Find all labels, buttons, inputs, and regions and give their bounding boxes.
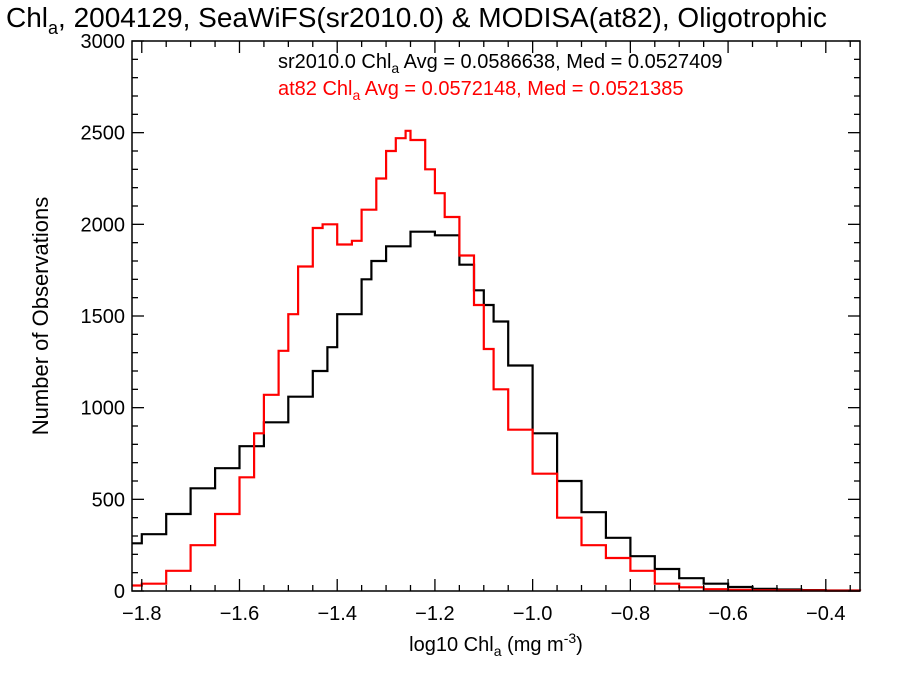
x-tick-label: −0.6: [708, 603, 747, 625]
legend-entry-at82: at82 Chla Avg = 0.0572148, Med = 0.05213…: [278, 78, 684, 103]
y-tick-label: 500: [92, 489, 125, 511]
y-tick-label: 1500: [81, 306, 126, 328]
y-tick-label: 1000: [81, 398, 126, 420]
legend-entry-sr2010: sr2010.0 Chla Avg = 0.0586638, Med = 0.0…: [278, 51, 722, 76]
x-tick-label: −1.0: [513, 603, 552, 625]
y-tick-label: 0: [114, 581, 125, 603]
x-tick-label: −1.4: [317, 603, 356, 625]
y-axis-ticks: 0 500 1000 1500 2000 2500 3000: [81, 31, 860, 603]
x-tick-label: −0.4: [806, 603, 845, 625]
chart-title: Chla, 2004129, SeaWiFS(sr2010.0) & MODIS…: [6, 2, 827, 38]
y-axis-label: Number of Observations: [28, 197, 53, 435]
series-line-sr2010-0: [132, 230, 862, 592]
plot-frame: [131, 40, 861, 592]
x-tick-label: −1.8: [122, 603, 161, 625]
x-tick-label: −0.8: [611, 603, 650, 625]
x-axis-label: log10 Chla (mg m-3): [409, 630, 583, 659]
series-line-at82: [132, 129, 862, 592]
x-tick-label: −1.6: [220, 603, 259, 625]
series-layer: [132, 129, 862, 592]
x-axis-ticks: −1.8 −1.6 −1.4 −1.2 −1.0 −0.8 −0.6 −0.4: [122, 41, 851, 625]
y-tick-label: 2000: [81, 214, 126, 236]
x-tick-label: −1.2: [415, 603, 454, 625]
y-tick-label: 2500: [81, 123, 126, 145]
y-tick-label: 3000: [81, 31, 126, 53]
